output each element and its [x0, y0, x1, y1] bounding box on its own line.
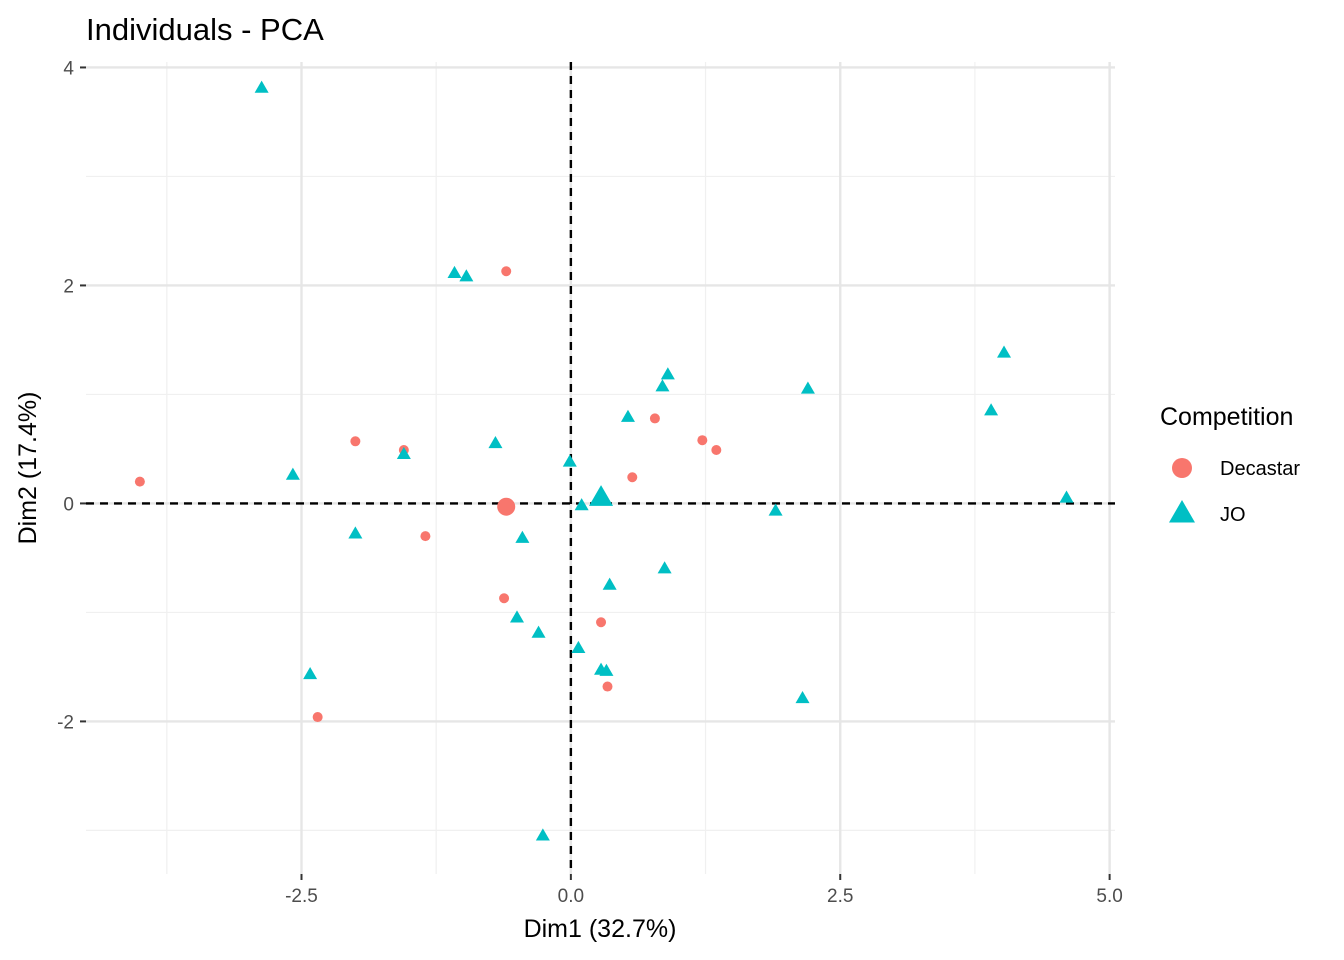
axis-ticks — [80, 66, 1111, 880]
data-point-jo — [574, 498, 589, 511]
legend-item-decastar: Decastar — [1172, 458, 1300, 480]
legend: Competition Decastar JO — [1160, 403, 1300, 526]
y-tick-label: 2 — [63, 276, 74, 297]
data-point-jo — [348, 526, 363, 539]
data-point-jo — [602, 577, 617, 590]
legend-item-jo: JO — [1169, 500, 1246, 526]
data-point-jo — [997, 345, 1012, 358]
x-tick-label: 0.0 — [558, 886, 584, 907]
data-point-jo — [984, 403, 999, 416]
data-point-jo — [562, 454, 577, 467]
data-point-decastar — [501, 266, 512, 277]
data-point-jo — [531, 625, 546, 638]
y-tick-label: 0 — [63, 494, 74, 515]
legend-key-decastar — [1172, 458, 1192, 478]
data-point-jo — [660, 367, 675, 380]
x-axis-title: Dim1 (32.7%) — [524, 915, 677, 943]
data-point-decastar — [602, 681, 613, 692]
data-point-jo — [303, 667, 318, 680]
data-point-decastar — [350, 436, 361, 447]
x-tick-label: 5.0 — [1096, 886, 1122, 907]
legend-label-decastar: Decastar — [1220, 458, 1300, 480]
data-point-jo — [515, 530, 530, 543]
y-tick-label: -2 — [57, 712, 74, 733]
barycenter-decastar — [497, 497, 516, 516]
data-point-decastar — [627, 472, 638, 483]
data-point-jo — [488, 435, 503, 449]
data-point-jo — [254, 80, 269, 93]
data-point-decastar — [596, 617, 607, 628]
grid-minor — [86, 62, 1115, 874]
y-tick-labels: -2 0 2 4 — [57, 58, 74, 733]
x-tick-label: -2.5 — [285, 886, 318, 907]
data-point-jo — [571, 640, 586, 653]
data-point-jo — [447, 265, 462, 279]
series-jo — [254, 80, 1074, 841]
data-point-jo — [620, 409, 635, 422]
x-tick-label: 2.5 — [827, 886, 853, 907]
data-point-decastar — [312, 712, 323, 723]
data-point-jo — [535, 828, 550, 841]
data-point-jo — [795, 691, 810, 704]
data-point-jo — [657, 561, 672, 574]
legend-label-jo: JO — [1220, 504, 1246, 526]
data-point-jo — [1059, 490, 1074, 503]
data-point-jo — [459, 269, 474, 282]
data-point-jo — [509, 610, 524, 623]
data-point-jo — [768, 503, 783, 516]
data-point-jo — [285, 467, 300, 480]
data-point-jo — [800, 381, 815, 394]
points-layer — [134, 80, 1074, 841]
data-point-decastar — [134, 476, 145, 487]
data-point-decastar — [499, 593, 510, 604]
reference-lines — [86, 62, 1115, 874]
data-point-jo — [599, 663, 614, 676]
legend-items: Decastar JO — [1169, 458, 1300, 526]
data-point-decastar — [711, 445, 722, 456]
data-point-decastar — [649, 413, 660, 424]
chart-title: Individuals - PCA — [86, 12, 324, 47]
barycenter-jo — [589, 485, 614, 506]
data-point-decastar — [697, 435, 708, 446]
y-axis-title: Dim2 (17.4%) — [14, 392, 42, 545]
data-point-jo — [655, 379, 670, 392]
y-tick-label: 4 — [63, 58, 74, 79]
legend-key-jo — [1169, 500, 1195, 523]
legend-title: Competition — [1160, 403, 1293, 431]
data-point-jo — [396, 446, 411, 459]
data-point-decastar — [420, 531, 431, 542]
x-tick-labels: -2.5 0.0 2.5 5.0 — [285, 886, 1123, 907]
